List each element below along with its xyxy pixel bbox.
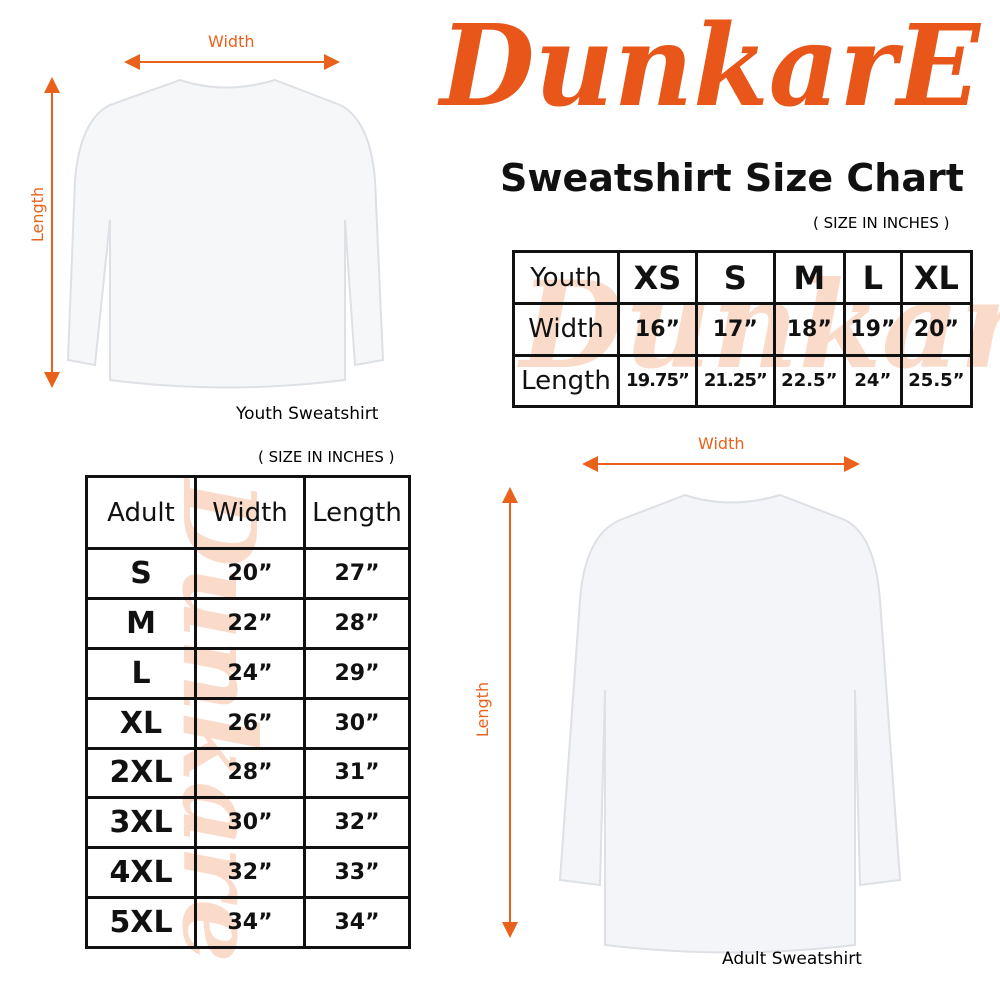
adult-sweatshirt-illustration: [502, 456, 902, 954]
table-row: Width 16” 17” 18” 19” 20”: [512, 302, 974, 357]
header-cell: S: [694, 250, 776, 305]
table-cell: 17”: [694, 302, 776, 357]
row-label: 4XL: [85, 846, 197, 900]
row-label: M: [85, 597, 197, 650]
row-label: 3XL: [85, 796, 197, 850]
table-row: Adult Width Length: [85, 474, 411, 551]
table-cell: 22”: [194, 597, 306, 650]
table-cell: 30”: [303, 696, 411, 750]
table-cell: 34”: [303, 896, 411, 949]
table-cell: 28”: [303, 597, 411, 650]
row-label: Length: [512, 353, 620, 408]
table-cell: 24”: [842, 353, 903, 408]
youth-length-label: Length: [28, 186, 48, 243]
table-row: XL 26” 30”: [85, 696, 411, 750]
youth-sweatshirt-illustration: [44, 54, 385, 389]
table-cell: 22.5”: [772, 353, 846, 408]
table-cell: 19.75”: [617, 353, 698, 408]
table-row: 5XL 34” 34”: [85, 896, 411, 949]
header-cell: L: [842, 250, 903, 305]
table-row: S 20” 27”: [85, 547, 411, 600]
table-row: 3XL 30” 32”: [85, 796, 411, 850]
youth-caption: Youth Sweatshirt: [236, 404, 379, 424]
header-cell: M: [772, 250, 846, 305]
adult-caption: Adult Sweatshirt: [722, 949, 862, 969]
svg-text:DunkarE: DunkarE: [437, 1, 982, 132]
header-cell: Length: [303, 474, 411, 551]
header-cell: XL: [899, 250, 974, 305]
table-row: 4XL 32” 33”: [85, 846, 411, 900]
adult-width-label: Width: [698, 434, 745, 453]
table-cell: 19”: [842, 302, 903, 357]
table-cell: 33”: [303, 846, 411, 900]
row-label: L: [85, 646, 197, 700]
table-cell: 28”: [194, 746, 306, 800]
table-row: Length 19.75” 21.25” 22.5” 24” 25.5”: [512, 353, 974, 408]
table-cell: 20”: [194, 547, 306, 600]
table-row: L 24” 29”: [85, 646, 411, 700]
table-cell: 21.25”: [694, 353, 776, 408]
adult-size-table: Adult Width Length S 20” 27” M 22” 28” L 24” 29”…: [85, 474, 411, 949]
table-cell: 18”: [772, 302, 846, 357]
header-cell: Adult: [85, 474, 197, 551]
row-label: S: [85, 547, 197, 600]
brand-logo: DunkarE: [430, 0, 990, 135]
table-row: M 22” 28”: [85, 597, 411, 650]
header-cell: Width: [194, 474, 306, 551]
table-cell: 26”: [194, 696, 306, 750]
logo-graphic: DunkarE: [437, 1, 982, 132]
table-cell: 32”: [194, 846, 306, 900]
row-label: XL: [85, 696, 197, 750]
page-title: Sweatshirt Size Chart: [500, 156, 964, 200]
table-cell: 16”: [617, 302, 698, 357]
table-cell: 25.5”: [899, 353, 974, 408]
table-row: Youth XS S M L XL: [512, 250, 974, 305]
row-label: 5XL: [85, 896, 197, 949]
adult-length-label: Length: [473, 681, 493, 738]
row-label: 2XL: [85, 746, 197, 800]
table-cell: 20”: [899, 302, 974, 357]
table-cell: 30”: [194, 796, 306, 850]
header-cell: XS: [617, 250, 698, 305]
table-cell: 29”: [303, 646, 411, 700]
youth-width-label: Width: [208, 32, 255, 51]
table-cell: 24”: [194, 646, 306, 700]
youth-unit-note: ( SIZE IN INCHES ): [813, 214, 950, 232]
adult-unit-note: ( SIZE IN INCHES ): [258, 448, 395, 466]
table-cell: 34”: [194, 896, 306, 949]
header-cell: Youth: [512, 250, 620, 305]
row-label: Width: [512, 302, 620, 357]
table-cell: 32”: [303, 796, 411, 850]
table-cell: 27”: [303, 547, 411, 600]
table-cell: 31”: [303, 746, 411, 800]
youth-size-table: Youth XS S M L XL Width 16” 17” 18” 19” …: [512, 250, 974, 408]
table-row: 2XL 28” 31”: [85, 746, 411, 800]
